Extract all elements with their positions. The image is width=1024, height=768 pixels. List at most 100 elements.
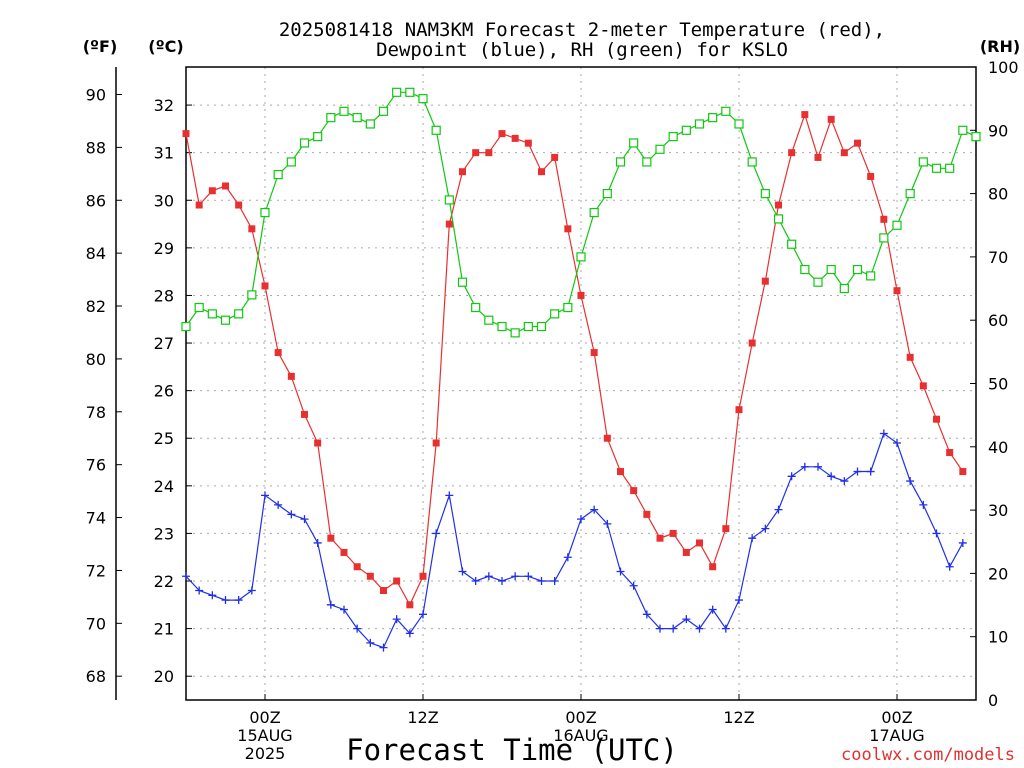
temperature-point	[577, 291, 585, 299]
dewpoint-point	[287, 510, 296, 519]
rh-point	[352, 113, 362, 123]
rh-point	[431, 125, 441, 135]
rh-point	[207, 309, 217, 319]
rh-point	[655, 144, 665, 154]
dewpoint-point	[919, 500, 928, 509]
rh-tick-label: 90	[988, 121, 1008, 140]
fahrenheit-unit-label: (ºF)	[83, 37, 118, 56]
dewpoint-point	[603, 519, 612, 528]
temperature-point	[472, 149, 480, 157]
rh-tick-label: 30	[988, 501, 1008, 520]
rh-point	[550, 309, 560, 319]
temperature-point	[603, 434, 611, 442]
temperature-point	[222, 182, 229, 190]
celsius-tick-label: 22	[154, 572, 174, 591]
dewpoint-point	[432, 529, 441, 538]
dewpoint-point	[234, 596, 243, 605]
fahrenheit-tick-label: 70	[86, 614, 106, 633]
dewpoint-point	[656, 624, 664, 633]
dewpoint-point	[695, 624, 704, 633]
rh-point	[747, 157, 757, 167]
fahrenheit-tick-label: 76	[86, 456, 106, 475]
temperature-point	[814, 153, 822, 161]
dewpoint-point	[932, 529, 941, 538]
rh-point	[510, 328, 520, 338]
temperature-point	[248, 225, 256, 233]
rh-point	[484, 315, 494, 325]
dewpoint-point	[748, 534, 757, 543]
dewpoint-point	[774, 505, 783, 514]
temperature-point	[314, 439, 322, 447]
rh-point	[629, 138, 639, 148]
dewpoint-point	[498, 577, 506, 586]
dewpoint-point	[642, 610, 651, 619]
dewpoint-point	[708, 605, 717, 614]
dewpoint-point	[893, 438, 901, 447]
temperature-point	[511, 134, 519, 142]
rh-point	[365, 119, 375, 129]
temperature-point	[340, 548, 348, 556]
temperature-point	[906, 353, 914, 361]
rh-point	[734, 119, 744, 129]
dewpoint-point	[590, 505, 599, 514]
rh-tick-label: 50	[988, 375, 1008, 394]
dewpoint-point	[537, 577, 546, 586]
dewpoint-point	[471, 577, 480, 586]
dewpoint-point	[800, 462, 809, 471]
rh-tick-label: 80	[988, 185, 1008, 204]
celsius-tick-label: 24	[154, 477, 174, 496]
grid-layer	[186, 67, 976, 700]
time-tick-label: 17AUG	[869, 726, 924, 745]
fahrenheit-tick-label: 86	[86, 191, 106, 210]
temperature-point	[919, 382, 927, 390]
temperature-point	[788, 149, 796, 157]
rh-point	[931, 163, 942, 173]
temperature-point	[564, 225, 572, 233]
rh-point	[181, 321, 191, 332]
temperature-point	[617, 468, 624, 476]
credit-text: coolwx.com/models	[841, 745, 1015, 765]
temperature-point	[946, 449, 954, 457]
dewpoint-point	[629, 581, 638, 590]
celsius-tick-label: 26	[154, 382, 174, 401]
rh-point	[892, 220, 902, 230]
dewpoint-point	[445, 491, 454, 500]
temperature-point	[827, 115, 835, 123]
dewpoint-point	[879, 429, 888, 438]
temperature-point	[590, 349, 598, 357]
temperature-point	[801, 111, 809, 119]
rh-point	[339, 106, 349, 116]
dewpoint-point	[958, 538, 967, 547]
dewpoint-point	[300, 515, 309, 524]
rh-point	[642, 157, 652, 167]
temperature-point	[682, 548, 690, 556]
temperature-point	[380, 587, 387, 595]
temperature-point	[287, 372, 295, 380]
dewpoint-point	[682, 615, 691, 624]
dewpoint-point	[787, 472, 796, 481]
temperature-point	[854, 139, 861, 147]
temperature-line	[185, 112, 964, 607]
dewpoint-point	[550, 577, 559, 586]
rh-point	[852, 264, 863, 275]
dewpoint-point	[340, 605, 348, 614]
dewpoint-point	[866, 467, 875, 476]
temperature-point	[643, 510, 651, 518]
dewpoint-point	[616, 567, 625, 576]
time-tick-label: 12Z	[407, 708, 438, 727]
time-tick-label: 15AUG	[237, 726, 292, 745]
temperature-point	[551, 153, 559, 161]
dewpoint-point	[458, 567, 467, 576]
rh-tick-label: 10	[988, 628, 1008, 647]
rh-point	[405, 87, 415, 97]
rh-point	[247, 290, 257, 300]
celsius-tick-label: 25	[154, 429, 174, 448]
rh-point	[694, 119, 705, 129]
dewpoint-point	[274, 500, 283, 509]
rh-point	[523, 321, 533, 332]
rh-tick-label: 100	[988, 58, 1019, 77]
temperature-point	[669, 529, 677, 537]
rh-point	[879, 233, 889, 243]
fahrenheit-tick-label: 82	[86, 297, 106, 316]
dewpoint-point	[261, 491, 269, 500]
